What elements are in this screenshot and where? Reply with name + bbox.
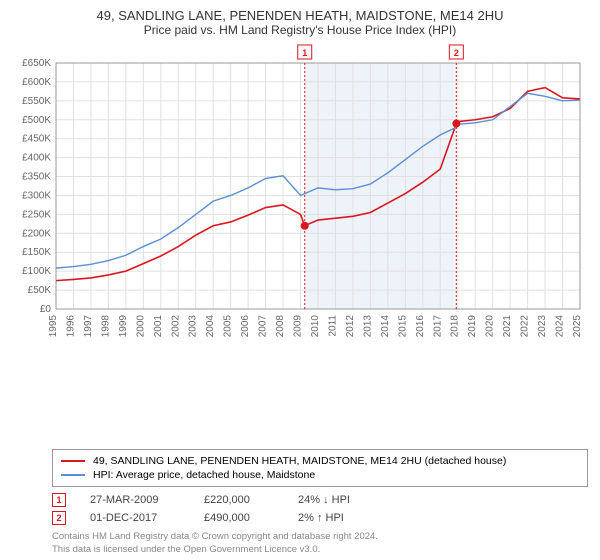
svg-text:2015: 2015 <box>397 315 408 338</box>
legend-row: 49, SANDLING LANE, PENENDEN HEATH, MAIDS… <box>61 454 579 468</box>
sale-delta: 2% ↑ HPI <box>298 512 368 524</box>
page-title: 49, SANDLING LANE, PENENDEN HEATH, MAIDS… <box>12 8 588 23</box>
svg-text:2023: 2023 <box>537 315 548 338</box>
svg-text:2: 2 <box>454 48 459 58</box>
sale-marker: 2 <box>52 511 66 525</box>
svg-text:1997: 1997 <box>83 315 94 338</box>
svg-text:2018: 2018 <box>450 315 461 338</box>
svg-text:£0: £0 <box>40 304 52 315</box>
sale-price: £220,000 <box>204 494 274 506</box>
legend-label: HPI: Average price, detached house, Maid… <box>93 469 315 481</box>
svg-text:£650K: £650K <box>22 58 51 69</box>
svg-text:£50K: £50K <box>28 285 52 296</box>
svg-text:2020: 2020 <box>485 315 496 338</box>
svg-text:2014: 2014 <box>380 315 391 338</box>
svg-text:1996: 1996 <box>65 315 76 338</box>
sales-table: 1 27-MAR-2009 £220,000 24% ↓ HPI 2 01-DEC-201… <box>52 491 588 527</box>
sale-date: 27-MAR-2009 <box>90 494 180 506</box>
svg-text:1995: 1995 <box>48 315 59 338</box>
svg-text:2001: 2001 <box>153 315 164 338</box>
svg-text:£250K: £250K <box>22 209 51 220</box>
svg-text:2002: 2002 <box>170 315 181 338</box>
svg-text:2000: 2000 <box>135 315 146 338</box>
chart-svg: £0 £50K £100K £150K £200K £250K £300K £350K £400… <box>12 43 588 353</box>
sale-row: 1 27-MAR-2009 £220,000 24% ↓ HPI <box>52 491 588 509</box>
svg-text:2007: 2007 <box>258 315 269 338</box>
sale-marker: 1 <box>52 493 66 507</box>
svg-text:1: 1 <box>302 48 307 58</box>
footnote-line1: Contains HM Land Registry data © Crown c… <box>52 531 588 543</box>
svg-text:£600K: £600K <box>22 77 51 88</box>
svg-text:£450K: £450K <box>22 134 51 145</box>
svg-text:2003: 2003 <box>188 315 199 338</box>
sale-delta: 24% ↓ HPI <box>298 494 368 506</box>
svg-text:2024: 2024 <box>555 315 566 338</box>
svg-text:2011: 2011 <box>327 315 338 337</box>
page-subtitle: Price paid vs. HM Land Registry's House … <box>12 23 588 37</box>
sale-date: 01-DEC-2017 <box>90 512 180 524</box>
legend-swatch <box>61 460 85 462</box>
svg-text:£550K: £550K <box>22 96 51 107</box>
svg-text:2010: 2010 <box>310 315 321 338</box>
legend-row: HPI: Average price, detached house, Maid… <box>61 468 579 482</box>
footnote: Contains HM Land Registry data © Crown c… <box>52 531 588 556</box>
legend-swatch <box>61 474 85 476</box>
svg-text:£150K: £150K <box>22 247 51 258</box>
svg-text:£500K: £500K <box>22 115 51 126</box>
svg-text:£100K: £100K <box>22 266 51 277</box>
svg-text:£350K: £350K <box>22 172 51 183</box>
svg-text:2005: 2005 <box>223 315 234 338</box>
svg-text:2004: 2004 <box>205 315 216 338</box>
svg-text:2017: 2017 <box>432 315 443 338</box>
svg-text:£400K: £400K <box>22 153 51 164</box>
legend-label: 49, SANDLING LANE, PENENDEN HEATH, MAIDS… <box>93 455 506 467</box>
svg-text:1999: 1999 <box>118 315 129 338</box>
svg-text:2025: 2025 <box>572 315 583 338</box>
svg-text:2006: 2006 <box>240 315 251 338</box>
svg-text:2009: 2009 <box>293 315 304 338</box>
svg-text:2016: 2016 <box>415 315 426 338</box>
sale-row: 2 01-DEC-2017 £490,000 2% ↑ HPI <box>52 509 588 527</box>
svg-text:2022: 2022 <box>520 315 531 338</box>
chart: £0 £50K £100K £150K £200K £250K £300K £350K £400… <box>12 43 588 443</box>
root: 49, SANDLING LANE, PENENDEN HEATH, MAIDS… <box>0 0 600 560</box>
svg-text:£300K: £300K <box>22 190 51 201</box>
svg-text:1998: 1998 <box>100 315 111 338</box>
svg-text:2019: 2019 <box>467 315 478 338</box>
svg-text:£200K: £200K <box>22 228 51 239</box>
footnote-line2: This data is licensed under the Open Gov… <box>52 544 588 556</box>
sale-price: £490,000 <box>204 512 274 524</box>
svg-text:2021: 2021 <box>502 315 513 338</box>
svg-text:2013: 2013 <box>362 315 373 338</box>
legend: 49, SANDLING LANE, PENENDEN HEATH, MAIDS… <box>52 449 588 487</box>
svg-text:2012: 2012 <box>345 315 356 338</box>
svg-text:2008: 2008 <box>275 315 286 338</box>
